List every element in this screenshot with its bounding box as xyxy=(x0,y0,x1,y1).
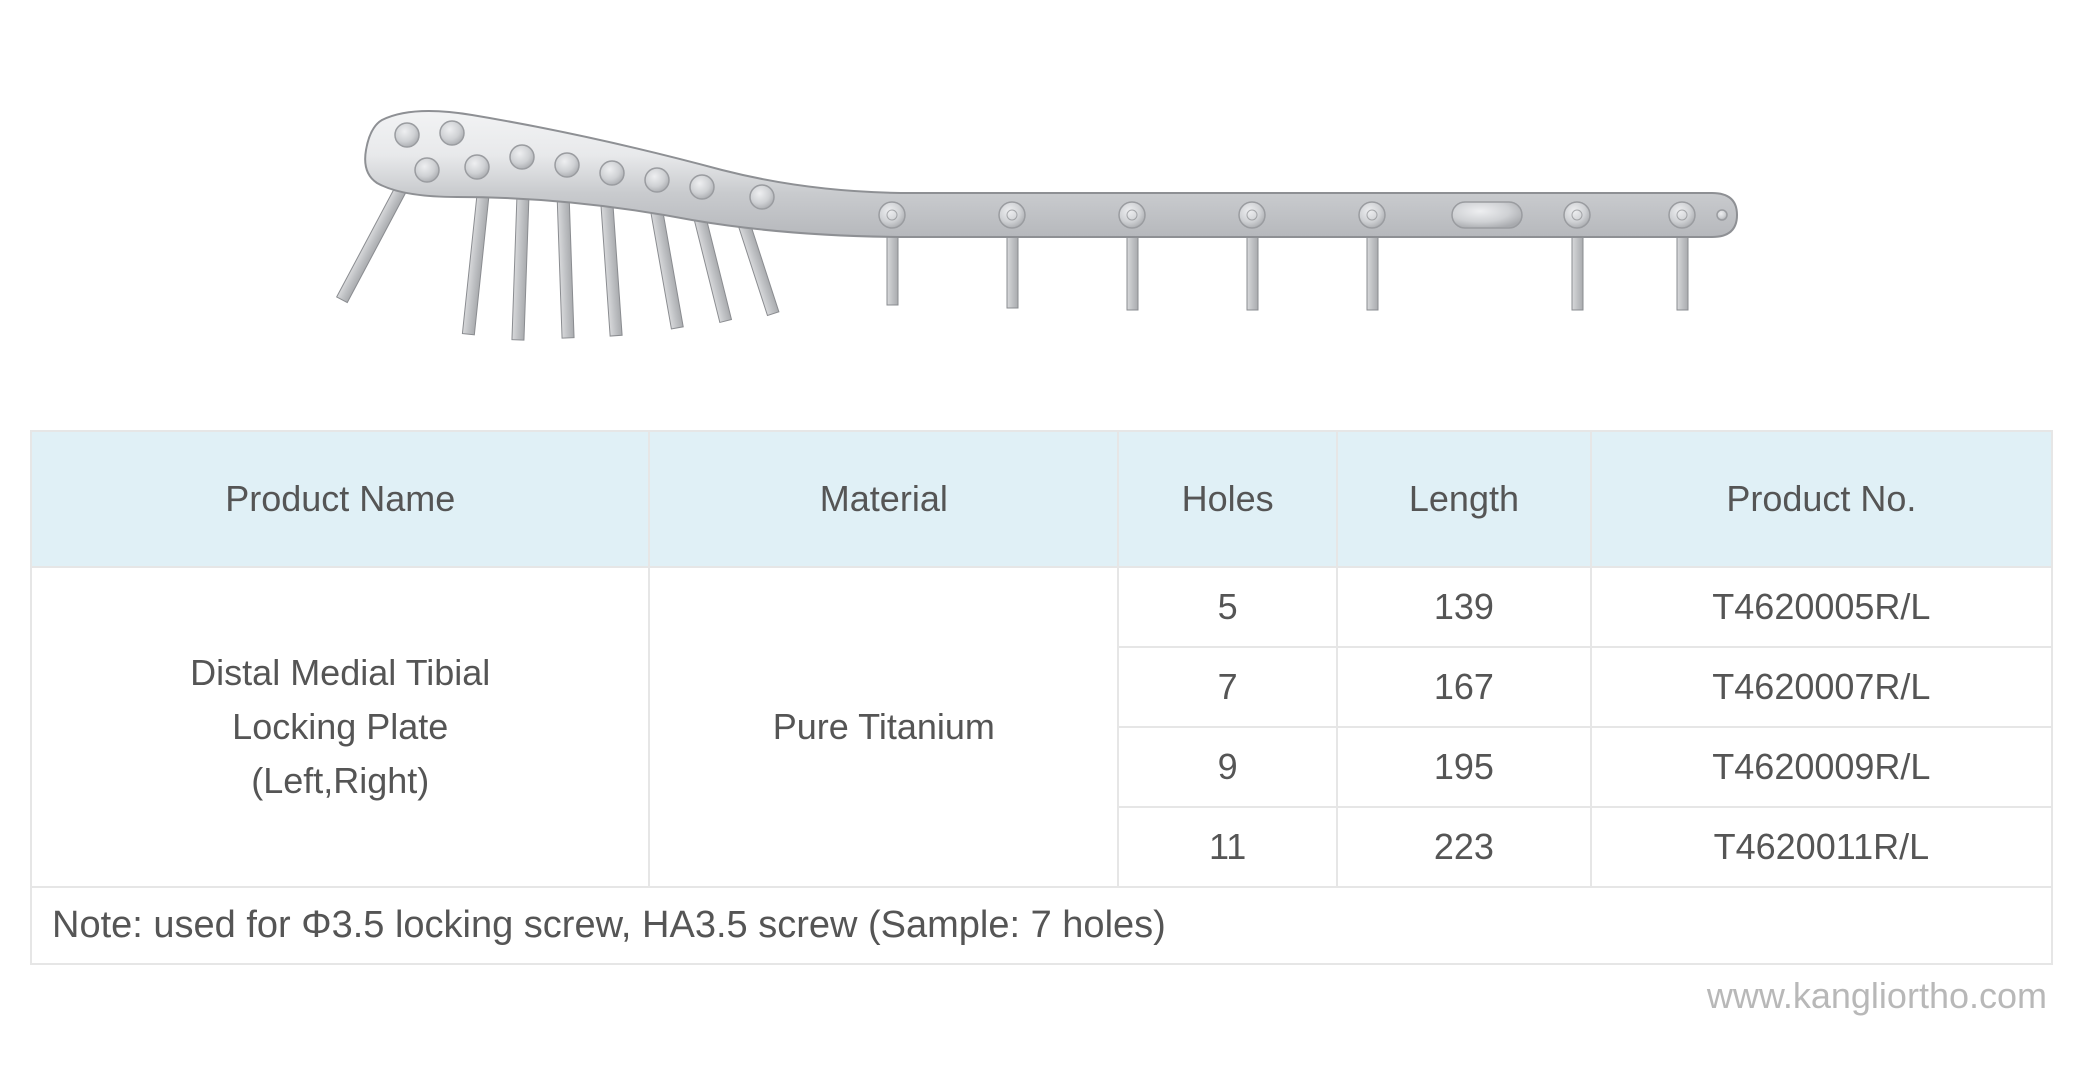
cell-product-no: T4620005R/L xyxy=(1591,567,2052,647)
cell-length: 139 xyxy=(1337,567,1591,647)
product-name-line2: Locking Plate xyxy=(232,706,448,747)
col-holes: Holes xyxy=(1118,431,1337,567)
cell-holes: 9 xyxy=(1118,727,1337,807)
table-note-row: Note: used for Φ3.5 locking screw, HA3.5… xyxy=(31,887,2052,964)
col-product-no: Product No. xyxy=(1591,431,2052,567)
col-material: Material xyxy=(649,431,1118,567)
table-header-row: Product Name Material Holes Length Produ… xyxy=(31,431,2052,567)
cell-note: Note: used for Φ3.5 locking screw, HA3.5… xyxy=(31,887,2052,964)
product-name-line3: (Left,Right) xyxy=(251,760,429,801)
product-image-area xyxy=(30,20,2053,430)
product-spec-table: Product Name Material Holes Length Produ… xyxy=(30,430,2053,965)
footer-url: www.kangliortho.com xyxy=(30,975,2053,1017)
cell-length: 195 xyxy=(1337,727,1591,807)
table-row: Distal Medial Tibial Locking Plate (Left… xyxy=(31,567,2052,647)
cell-holes: 5 xyxy=(1118,567,1337,647)
product-name-line1: Distal Medial Tibial xyxy=(190,652,490,693)
cell-product-name: Distal Medial Tibial Locking Plate (Left… xyxy=(31,567,649,887)
cell-holes: 7 xyxy=(1118,647,1337,727)
cell-product-no: T4620007R/L xyxy=(1591,647,2052,727)
cell-product-no: T4620009R/L xyxy=(1591,727,2052,807)
locking-plate-illustration xyxy=(292,65,1792,385)
cell-material: Pure Titanium xyxy=(649,567,1118,887)
cell-length: 167 xyxy=(1337,647,1591,727)
cell-product-no: T4620011R/L xyxy=(1591,807,2052,887)
col-length: Length xyxy=(1337,431,1591,567)
cell-holes: 11 xyxy=(1118,807,1337,887)
col-product-name: Product Name xyxy=(31,431,649,567)
cell-length: 223 xyxy=(1337,807,1591,887)
